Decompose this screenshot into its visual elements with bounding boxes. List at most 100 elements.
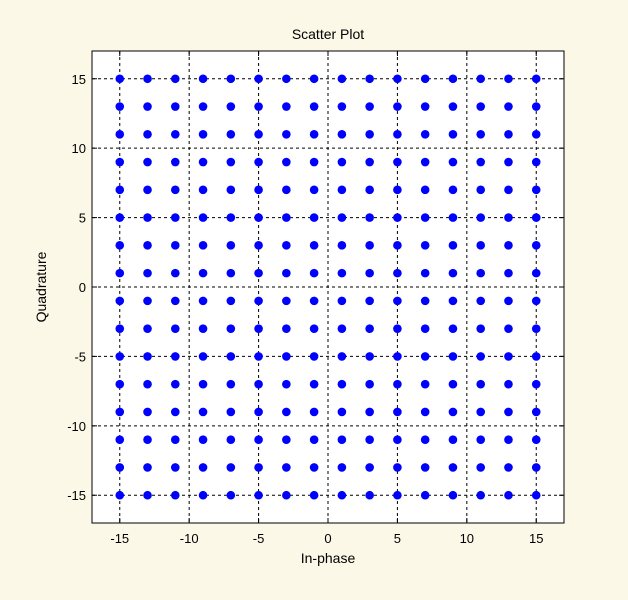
scatter-point: [337, 407, 347, 417]
scatter-point: [365, 102, 374, 111]
scatter-point: [143, 102, 152, 111]
scatter-point: [115, 268, 125, 278]
scatter-point: [448, 435, 458, 445]
scatter-point: [420, 129, 430, 139]
scatter-point: [226, 435, 236, 445]
scatter-point: [393, 435, 402, 445]
scatter-point: [170, 379, 180, 389]
scatter-point: [198, 463, 208, 472]
scatter-point: [476, 463, 486, 472]
scatter-point: [170, 268, 180, 278]
scatter-point: [115, 379, 125, 389]
scatter-point: [448, 296, 458, 306]
scatter-point: [226, 324, 236, 333]
scatter-point: [420, 102, 430, 111]
scatter-point: [365, 129, 374, 139]
scatter-point: [115, 185, 125, 195]
scatter-point: [198, 490, 208, 500]
scatter-point: [115, 213, 125, 222]
scatter-point: [337, 435, 347, 445]
y-tick-labels: -15 -10 -5 0 5 10 15: [67, 72, 86, 503]
scatter-point: [309, 490, 319, 500]
scatter-point: [254, 379, 263, 389]
scatter-point: [504, 102, 513, 111]
scatter-point: [198, 324, 208, 333]
scatter-point: [365, 407, 374, 417]
scatter-point: [504, 213, 513, 222]
scatter-point: [254, 324, 263, 333]
scatter-point: [226, 296, 236, 306]
x-tick-label: -10: [180, 531, 199, 546]
scatter-point: [254, 129, 263, 139]
scatter-point: [226, 129, 236, 139]
scatter-point: [420, 490, 430, 500]
scatter-point: [143, 490, 152, 500]
scatter-point: [476, 213, 486, 222]
scatter-point: [476, 241, 486, 250]
scatter-point: [170, 463, 180, 472]
scatter-point: [531, 352, 541, 361]
x-tick-label: 10: [460, 531, 474, 546]
scatter-point: [365, 157, 374, 167]
scatter-point: [170, 102, 180, 111]
scatter-point: [143, 241, 152, 250]
scatter-point: [282, 157, 291, 167]
scatter-point: [504, 379, 513, 389]
scatter-point: [198, 435, 208, 445]
scatter-point: [115, 435, 125, 445]
scatter-point: [309, 463, 319, 472]
scatter-point: [254, 407, 263, 417]
scatter-point: [143, 129, 152, 139]
y-tick-label: -5: [74, 349, 86, 364]
scatter-point: [531, 296, 541, 306]
scatter-point: [254, 185, 263, 195]
scatter-point: [531, 407, 541, 417]
scatter-point: [254, 268, 263, 278]
tick-marks: [92, 51, 564, 523]
scatter-point: [337, 185, 347, 195]
scatter-point: [226, 463, 236, 472]
scatter-point: [365, 379, 374, 389]
scatter-point: [226, 157, 236, 167]
scatter-point: [143, 268, 152, 278]
scatter-point: [448, 352, 458, 361]
scatter-point: [282, 379, 291, 389]
scatter-point: [226, 74, 236, 84]
y-tick-label: -15: [67, 488, 86, 503]
scatter-point: [448, 379, 458, 389]
scatter-point: [448, 324, 458, 333]
scatter-point: [309, 102, 319, 111]
x-tick-label: 0: [324, 531, 331, 546]
scatter-point: [170, 157, 180, 167]
scatter-point: [476, 379, 486, 389]
scatter-point: [309, 129, 319, 139]
scatter-point: [365, 74, 374, 84]
scatter-point: [476, 407, 486, 417]
scatter-point: [531, 463, 541, 472]
scatter-point: [337, 490, 347, 500]
y-tick-label: -10: [67, 419, 86, 434]
scatter-point: [309, 185, 319, 195]
scatter-point: [393, 213, 402, 222]
scatter-point: [420, 352, 430, 361]
scatter-point: [365, 490, 374, 500]
scatter-point: [365, 324, 374, 333]
scatter-point: [282, 268, 291, 278]
x-axis-label: In-phase: [301, 550, 356, 566]
scatter-point: [337, 241, 347, 250]
scatter-point: [254, 296, 263, 306]
scatter-point: [504, 490, 513, 500]
scatter-point: [365, 241, 374, 250]
scatter-point: [254, 213, 263, 222]
y-tick-label: 5: [79, 211, 86, 226]
scatter-point: [476, 129, 486, 139]
scatter-point: [420, 268, 430, 278]
scatter-point: [282, 352, 291, 361]
scatter-point: [393, 296, 402, 306]
scatter-point: [309, 435, 319, 445]
scatter-point: [531, 157, 541, 167]
scatter-point: [170, 74, 180, 84]
scatter-point: [198, 407, 208, 417]
scatter-point: [448, 490, 458, 500]
